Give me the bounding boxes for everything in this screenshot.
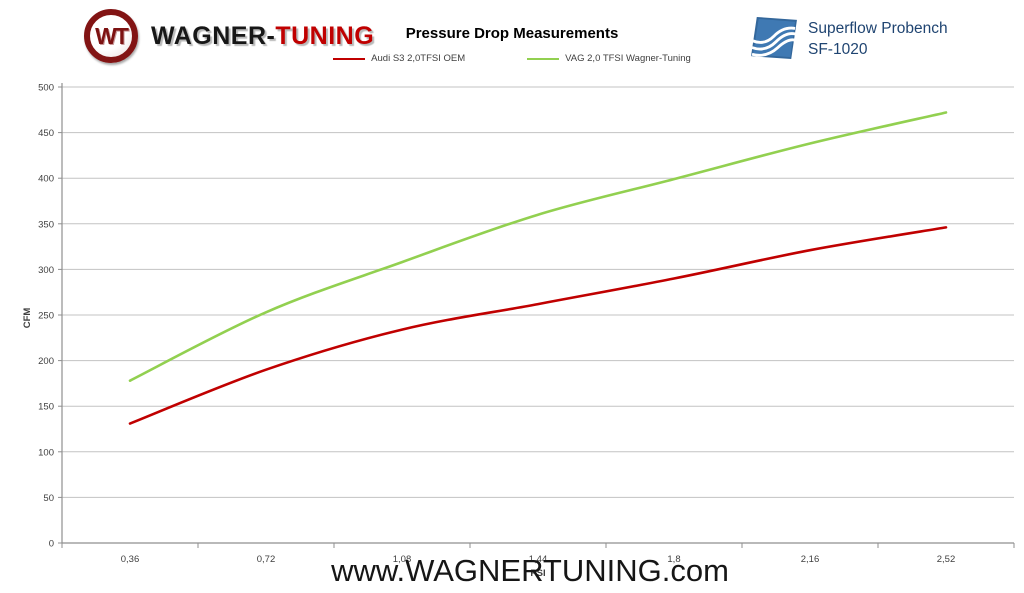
- wagner-tuning-logo: WT WAGNER-TUNING: [84, 9, 374, 63]
- legend-label: Audi S3 2,0TFSI OEM: [371, 53, 466, 64]
- x-tick-label: 1,44: [529, 554, 548, 565]
- y-tick-label: 300: [38, 265, 54, 276]
- chart-title: Pressure Drop Measurements: [405, 25, 619, 42]
- legend-label: VAG 2,0 TFSI Wagner-Tuning: [565, 53, 691, 64]
- brand-name-wagner: WAGNER-: [151, 21, 276, 50]
- x-tick-label: 2,16: [801, 554, 820, 565]
- brand-name-tuning: TUNING: [275, 21, 375, 50]
- wt-monogram-icon: WT: [84, 9, 138, 63]
- x-axis-title: PSI: [530, 568, 545, 579]
- x-tick-label: 2,52: [937, 554, 956, 565]
- legend-item-0: Audi S3 2,0TFSI OEM: [333, 53, 465, 64]
- superflow-wave-icon: [751, 16, 798, 60]
- y-tick-label: 500: [38, 83, 54, 94]
- series-line-1: [128, 111, 948, 382]
- y-tick-label: 100: [38, 447, 54, 458]
- wt-monogram-letters: WT: [95, 22, 129, 49]
- y-axis-title: CFM: [22, 308, 33, 329]
- x-tick-label: 1,08: [393, 554, 412, 565]
- brand-name: WAGNER-TUNING: [151, 22, 374, 51]
- y-tick-label: 400: [38, 174, 54, 185]
- legend-swatch-icon: [527, 57, 560, 60]
- y-tick-label: 150: [38, 402, 54, 413]
- y-tick-label: 200: [38, 356, 54, 367]
- series-line-0: [128, 226, 948, 425]
- legend-swatch-icon: [333, 57, 366, 60]
- superflow-caption-line1: Superflow Probench: [808, 20, 948, 37]
- watermark-url: www.WAGNERTUNING.com: [331, 553, 729, 588]
- superflow-caption: Superflow Probench SF-1020: [808, 16, 948, 61]
- y-tick-label: 450: [38, 128, 54, 139]
- x-tick-label: 0,72: [257, 554, 276, 565]
- superflow-logo-block: Superflow Probench SF-1020: [750, 16, 948, 61]
- x-tick-label: 1,8: [667, 554, 680, 565]
- x-tick-label: 0,36: [121, 554, 140, 565]
- legend-item-1: VAG 2,0 TFSI Wagner-Tuning: [527, 53, 691, 64]
- superflow-caption-line2: SF-1020: [808, 40, 868, 58]
- y-tick-label: 50: [43, 493, 54, 504]
- y-tick-label: 250: [38, 311, 54, 322]
- chart-legend: Audi S3 2,0TFSI OEM VAG 2,0 TFSI Wagner-T…: [0, 53, 1024, 64]
- y-tick-label: 0: [49, 539, 54, 550]
- chart-header: Pressure Drop Measurements Audi S3 2,0TF…: [0, 25, 1024, 64]
- y-tick-label: 350: [38, 219, 54, 230]
